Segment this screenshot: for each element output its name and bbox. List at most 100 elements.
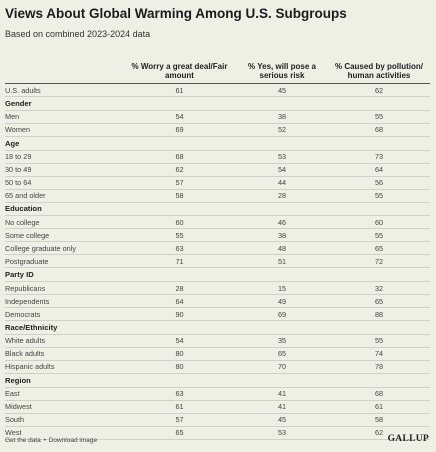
table-row: 50 to 64 57 44 56 [5, 177, 430, 190]
table-cell: 55 [374, 112, 384, 122]
row-label: 65 and older [5, 191, 46, 201]
row-label: Men [5, 112, 20, 122]
get-data-link[interactable]: Get the data [5, 437, 41, 444]
table-cell: 53 [277, 152, 287, 162]
table-cell: 68 [175, 152, 184, 162]
table-cell: 57 [175, 415, 184, 425]
table-cell: 58 [175, 191, 184, 201]
table-cell: 65 [277, 349, 287, 359]
table-cell: 49 [277, 296, 287, 306]
row-label: Black adults [5, 349, 45, 359]
row-label: Democrats [5, 309, 41, 319]
table-cell: 63 [175, 243, 184, 253]
table-cell: 68 [374, 125, 384, 135]
table-cell: 61 [175, 402, 184, 412]
table-cell: 53 [277, 428, 287, 438]
table-row: Some college 55 38 55 [5, 229, 430, 243]
table-row: 65 and older 58 28 55 [5, 190, 430, 203]
table-cell: 32 [374, 283, 384, 293]
table-cell: 54 [277, 165, 287, 175]
table-cell: 61 [374, 402, 384, 412]
table-row: 18 to 29 68 53 73 [5, 151, 430, 164]
table-row: South 57 45 58 [5, 414, 430, 427]
table-row: Postgraduate 71 51 72 [5, 255, 430, 269]
table-cell: 54 [175, 336, 184, 346]
table-cell: 52 [277, 125, 287, 135]
table-cell: 90 [175, 309, 184, 319]
table-cell: 38 [277, 112, 287, 122]
table-cell: 51 [277, 256, 287, 266]
table-row: No college 60 46 60 [5, 216, 430, 230]
table-row: Hispanic adults 80 70 78 [5, 361, 430, 374]
row-label: Postgraduate [5, 256, 49, 266]
table-cell: 65 [374, 296, 384, 306]
column-header-worry: % Worry a great deal/Fair amount [131, 62, 228, 80]
footer-links: Get the data • Download image [5, 437, 97, 444]
gallup-logo: GALLUP [387, 434, 429, 444]
table-body: U.S. adults 61 45 62 Gender Men 54 38 55 Women 69 5… [5, 84, 430, 440]
table-cell: 38 [277, 230, 287, 240]
table-row: College graduate only 63 48 65 [5, 242, 430, 256]
table-row: Democrats 90 69 88 [5, 308, 430, 322]
table-row: Midwest 61 41 61 [5, 401, 430, 414]
download-image-link[interactable]: Download image [48, 437, 98, 444]
table-cell: 60 [374, 217, 384, 227]
table-cell: 61 [175, 85, 184, 95]
table-row: Republicans 28 15 32 [5, 282, 430, 296]
group-heading: Age [5, 137, 430, 151]
table-cell: 70 [277, 362, 287, 372]
table-cell: 71 [175, 256, 184, 266]
table-cell: 57 [175, 178, 184, 188]
group-heading: Gender [5, 97, 430, 111]
row-label: College graduate only [5, 243, 76, 253]
row-label: White adults [5, 336, 46, 346]
row-label: Republicans [5, 283, 46, 293]
table-row: White adults 54 35 55 [5, 335, 430, 348]
table-cell: 28 [175, 283, 184, 293]
table-cell: 62 [175, 165, 184, 175]
table-cell: 65 [374, 243, 384, 253]
table-cell: 74 [374, 349, 384, 359]
table-row: U.S. adults 61 45 62 [5, 84, 430, 97]
table-cell: 80 [175, 362, 184, 372]
table-header: % Worry a great deal/Fair amount % Yes, … [5, 58, 430, 84]
group-heading: Party ID [5, 268, 430, 283]
table-row: Men 54 38 55 [5, 111, 430, 124]
table-cell: 72 [374, 256, 384, 266]
table-cell: 55 [374, 336, 384, 346]
table-row: East 63 41 68 [5, 388, 430, 401]
row-label: Women [5, 125, 31, 135]
table-row: Independents 64 49 65 [5, 295, 430, 309]
table-row: 30 to 49 62 54 64 [5, 164, 430, 177]
table-cell: 64 [175, 296, 184, 306]
table-cell: 69 [277, 309, 287, 319]
table-cell: 54 [175, 112, 184, 122]
table-cell: 55 [374, 191, 384, 201]
table-cell: 35 [277, 336, 287, 346]
row-label: No college [5, 217, 40, 227]
footer-separator: • [43, 437, 46, 444]
row-label: West [5, 428, 22, 438]
table-row: Women 69 52 68 [5, 124, 430, 137]
row-label: 30 to 49 [5, 165, 32, 175]
column-header-serious-risk: % Yes, will pose a serious risk [248, 62, 316, 80]
table-cell: 28 [277, 191, 287, 201]
group-heading: Race/Ethnicity [5, 321, 430, 335]
table-cell: 62 [374, 85, 384, 95]
table-cell: 80 [175, 349, 184, 359]
table-cell: 15 [277, 283, 287, 293]
table-cell: 44 [277, 178, 287, 188]
row-label: Some college [5, 230, 50, 240]
chart-subtitle: Based on combined 2023-2024 data [5, 29, 151, 39]
table-cell: 58 [374, 415, 384, 425]
table-cell: 88 [374, 309, 384, 319]
table-cell: 69 [175, 125, 184, 135]
table-cell: 45 [277, 85, 287, 95]
table-row: West 65 53 62 [5, 427, 430, 440]
row-label: 18 to 29 [5, 152, 32, 162]
table-cell: 78 [374, 362, 384, 372]
group-heading: Region [5, 374, 430, 388]
row-label: East [5, 389, 20, 399]
table-cell: 60 [175, 217, 184, 227]
data-table: % Worry a great deal/Fair amount % Yes, … [5, 58, 430, 440]
